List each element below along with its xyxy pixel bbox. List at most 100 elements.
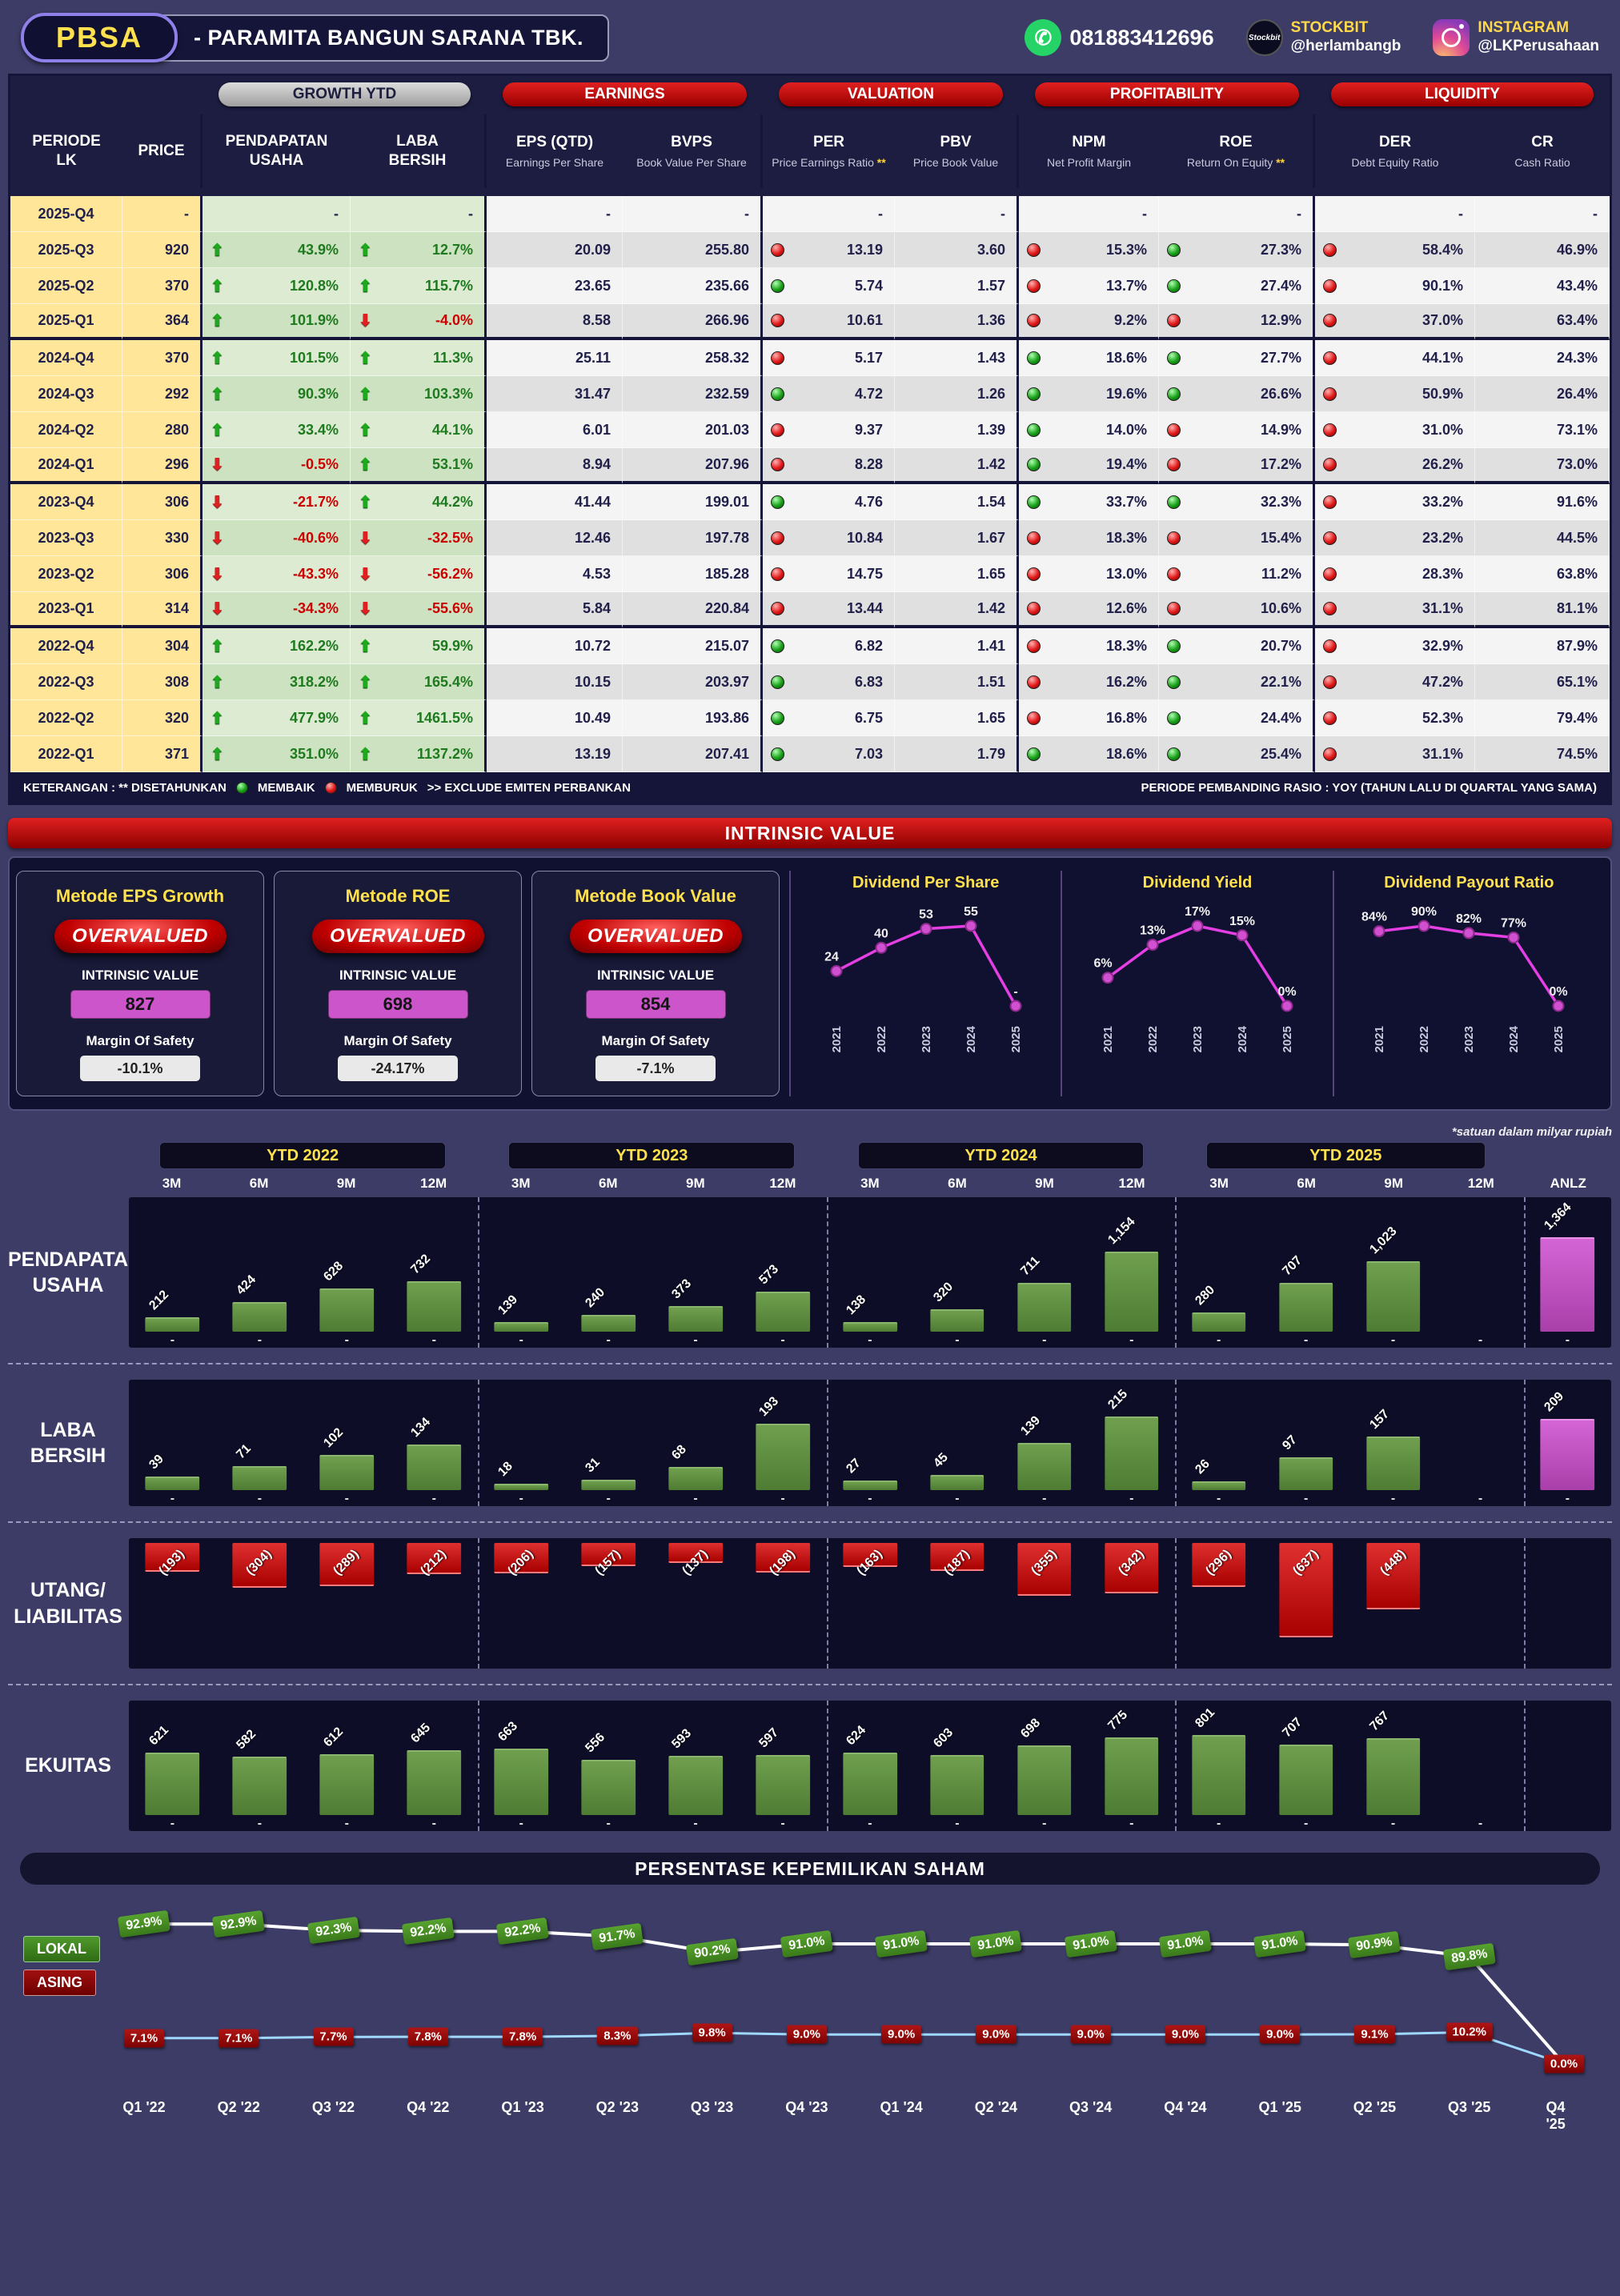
company-name: - PARAMITA BANGUN SARANA TBK.	[152, 14, 609, 62]
dash-mark: -	[868, 1492, 872, 1505]
column-header-price: PRICE	[122, 114, 202, 188]
ratio-value: 16.2%	[1105, 673, 1147, 690]
ratio-value: 58.4%	[1422, 241, 1463, 258]
worse-indicator-icon	[1167, 423, 1181, 437]
growth-value: -4.0%	[435, 312, 473, 328]
pbv-cell: 1.65	[895, 700, 1019, 736]
year-separator	[826, 1197, 828, 1348]
quarter-label: Q1 '23	[501, 2099, 544, 2115]
worse-indicator-icon	[1027, 639, 1041, 653]
bar-utang-2024-6M	[930, 1543, 984, 1571]
ratio-value: 4.76	[854, 493, 883, 510]
overvalued-badge: OVERVALUED	[311, 920, 484, 953]
worse-indicator-icon	[1323, 314, 1337, 327]
bar-slot-2023-6M: 31 -	[565, 1380, 652, 1506]
bar-value-label: 157	[1367, 1407, 1393, 1432]
dash-mark: -	[431, 1333, 436, 1347]
dividend-chart-dps: Dividend Per Share 24 2021 40 2022 53 2023 55 20…	[789, 871, 1061, 1096]
pendapatan-growth-cell: ⬆ 120.8%	[202, 268, 351, 304]
column-header-main: PBV	[940, 134, 972, 151]
bar-slot-2022-3M: 621 -	[129, 1701, 216, 1831]
price-cell: 306	[122, 556, 202, 592]
laba-growth-cell: ⬆ 103.3%	[351, 376, 487, 412]
better-indicator-icon	[1027, 351, 1041, 365]
worse-indicator-icon	[1027, 314, 1041, 327]
growth-value: -21.7%	[292, 493, 339, 510]
worse-indicator-icon	[1323, 747, 1337, 761]
bar-laba-2023-9M	[668, 1466, 723, 1490]
ratio-value: 5.74	[854, 277, 883, 294]
ratio-value: 32.3%	[1260, 493, 1301, 510]
svg-text:17%: 17%	[1185, 905, 1210, 919]
period-label-row: 3M 6M 9M 12M 3M 6M 9M 12M 3M 6M 9M 12M 3M 6M 9M 12M ANLZ	[128, 1169, 1612, 1196]
dash-mark: -	[1042, 1817, 1047, 1830]
dash-mark: -	[780, 1492, 785, 1505]
column-header-main: NPM	[1072, 134, 1106, 151]
bar-slot-2023-12M: 193 -	[740, 1380, 827, 1506]
bar-ekuitas-2025-9M	[1365, 1738, 1421, 1815]
roe-cell: 14.9%	[1159, 412, 1315, 448]
instagram-icon	[1433, 19, 1470, 56]
npm-cell: 9.2%	[1019, 304, 1159, 340]
group-valuation: VALUATION	[779, 82, 1003, 106]
bar-value-label: 139	[1018, 1412, 1044, 1438]
year-separator	[477, 1380, 479, 1506]
bar-utang-2024-3M	[843, 1543, 897, 1568]
bar-slot-2023-12M: 573 -	[740, 1197, 827, 1348]
dash-mark: -	[1217, 1492, 1221, 1505]
bar-value-label: 71	[234, 1441, 254, 1461]
column-header-laba: LABA BERSIH	[351, 114, 487, 188]
dash-mark: -	[606, 1492, 611, 1505]
dividend-chart-dpayout: Dividend Payout Ratio 84% 2021 90% 2022 82% 20…	[1332, 871, 1604, 1096]
worse-indicator-icon	[1027, 567, 1041, 581]
eps-cell: 25.11	[487, 340, 623, 376]
bar-value-label: 102	[321, 1425, 346, 1451]
intrinsic-value-number: 698	[327, 990, 468, 1019]
up-arrow-icon: ⬆	[359, 637, 372, 655]
asing-value-box: 9.0%	[1260, 2025, 1301, 2044]
intrinsic-card-roe: Metode ROE OVERVALUED INTRINSIC VALUE 69…	[274, 871, 522, 1096]
bar-utang-2022-6M	[232, 1543, 287, 1589]
pendapatan-growth-cell: ⬆ 90.3%	[202, 376, 351, 412]
bar-slot-2023-9M: 68 -	[652, 1380, 740, 1506]
bar-value-label: 27	[844, 1457, 864, 1477]
margin-of-safety-label: Margin Of Safety	[601, 1033, 710, 1048]
bvps-cell: 258.32	[623, 340, 763, 376]
better-indicator-icon	[1167, 711, 1181, 725]
chart-panel-laba: 39-71-102-134-18-31-68-193-27-45-139-215…	[128, 1379, 1612, 1507]
bar-laba-2023-12M	[756, 1424, 810, 1490]
pendapatan-growth-cell: ⬇ -0.5%	[202, 448, 351, 484]
bar-value-label: 18	[495, 1460, 515, 1480]
better-indicator-icon	[771, 711, 784, 725]
cr-cell: 63.8%	[1475, 556, 1610, 592]
eps-cell: 23.65	[487, 268, 623, 304]
der-cell: 31.1%	[1315, 592, 1475, 628]
group-growth-ytd: GROWTH YTD	[219, 82, 471, 106]
better-indicator-icon	[771, 747, 784, 761]
down-arrow-icon: ⬇	[359, 565, 372, 583]
worse-indicator-icon	[771, 351, 784, 365]
ratio-value: 14.75	[846, 565, 883, 582]
bar-slot-2025-3M: (296)	[1175, 1538, 1262, 1669]
npm-cell: 15.3%	[1019, 232, 1159, 268]
roe-cell: 27.7%	[1159, 340, 1315, 376]
better-indicator-icon	[1027, 458, 1041, 471]
ownership-title: PERSENTASE KEPEMILIKAN SAHAM	[20, 1853, 1600, 1885]
year-separator	[1175, 1701, 1177, 1831]
column-header-sub: Cash Ratio	[1514, 155, 1570, 169]
dash-mark: -	[344, 1492, 349, 1505]
bar-pendapatan-2025-6M	[1278, 1282, 1333, 1332]
dash-mark: -	[1303, 1333, 1309, 1347]
bar-utang-2024-9M	[1017, 1543, 1072, 1596]
column-header-roe: ROE Return On Equity **	[1159, 114, 1315, 188]
growth-value: -	[468, 205, 473, 222]
intrinsic-value-number: 854	[585, 990, 726, 1019]
table-row-2022-Q2: 2022-Q2 320 ⬆ 477.9% ⬆ 1461.5% 10.49 193.86 6.75…	[10, 700, 1610, 736]
worse-indicator-icon	[1323, 495, 1337, 509]
bar-slot-2022-6M: 424 -	[216, 1197, 303, 1348]
worse-indicator-icon	[1167, 458, 1181, 471]
worse-indicator-icon	[1027, 278, 1041, 293]
roe-cell: -	[1159, 196, 1315, 232]
price-cell: 280	[122, 412, 202, 448]
period-cell: 2024-Q4	[10, 340, 122, 376]
